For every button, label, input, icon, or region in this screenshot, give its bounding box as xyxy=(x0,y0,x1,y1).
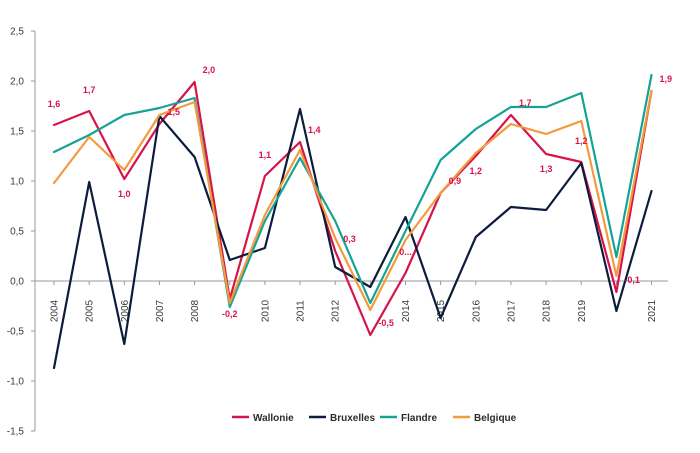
legend-label: Wallonie xyxy=(253,413,294,424)
x-tick-label: 2006 xyxy=(120,299,131,322)
data-label: 0,9 xyxy=(449,176,462,186)
data-label: -0,5 xyxy=(378,318,394,328)
data-label: 1,9 xyxy=(660,74,673,84)
data-label: 1,3 xyxy=(540,164,553,174)
tick-labels: 2,5 2,0 1,5 1,0 0,5 0,0 -0,5 -1,0 -1,5 2004 2005 20… xyxy=(7,27,658,438)
series-line-belgique xyxy=(52,89,653,312)
chart-axes xyxy=(31,30,668,432)
legend-label: Bruxelles xyxy=(330,413,375,424)
x-tick-label: 2007 xyxy=(155,299,166,322)
x-tick-label: 2019 xyxy=(577,299,588,322)
legend-item-bruxelles: Bruxelles xyxy=(309,413,375,424)
y-tick-label: 1,0 xyxy=(10,177,24,188)
y-tick-label: 0,5 xyxy=(10,227,24,238)
data-label: 1,2 xyxy=(575,136,588,146)
data-label: 1,7 xyxy=(519,98,532,108)
legend-label: Belgique xyxy=(474,413,517,424)
x-tick-label: 2010 xyxy=(260,299,271,322)
legend-item-wallonie: Wallonie xyxy=(232,413,294,424)
legend: Wallonie Bruxelles Flandre Belgique xyxy=(232,413,517,424)
data-label: 1,7 xyxy=(83,85,96,95)
legend-item-belgique: Belgique xyxy=(453,413,517,424)
y-tick-label: -1,0 xyxy=(7,377,25,388)
y-tick-label: -0,5 xyxy=(7,327,25,338)
data-label: 1,2 xyxy=(470,166,483,176)
x-tick-label: 2008 xyxy=(190,299,201,322)
series-lines xyxy=(52,73,653,370)
data-label: 0... xyxy=(399,247,412,257)
data-label: -0,2 xyxy=(222,309,238,319)
data-label: 1,4 xyxy=(308,125,321,135)
data-labels: 1,6 1,7 1,0 1,5 2,0 -0,2 1,1 1,4 0,3 -0,5 0... 0,9 1… xyxy=(48,65,672,328)
y-tick-label: 2,5 xyxy=(10,27,24,38)
data-label: -0,1 xyxy=(624,275,640,285)
x-tick-label: 2011 xyxy=(296,300,307,322)
x-tick-label: 2015 xyxy=(436,299,447,322)
x-tick-label: 2018 xyxy=(542,299,553,322)
data-label: 1,0 xyxy=(118,189,131,199)
series-line-flandre xyxy=(52,73,653,309)
x-tick-label: 2017 xyxy=(506,299,517,322)
legend-label: Flandre xyxy=(401,413,438,424)
y-tick-label: -1,5 xyxy=(7,427,25,438)
data-label: 1,6 xyxy=(48,99,61,109)
x-tick-label: 2021 xyxy=(647,299,658,322)
y-tick-label: 2,0 xyxy=(10,77,24,88)
x-tick-label: 2016 xyxy=(471,299,482,322)
data-label: 1,5 xyxy=(167,107,180,117)
legend-item-flandre: Flandre xyxy=(380,413,438,424)
y-tick-label: 0,0 xyxy=(10,277,24,288)
data-label: 0,3 xyxy=(343,234,356,244)
x-tick-label: 2005 xyxy=(85,299,96,322)
x-tick-label: 2004 xyxy=(50,299,61,322)
x-tick-label: 2012 xyxy=(331,299,342,322)
series-line-bruxelles xyxy=(52,107,653,370)
data-label: 2,0 xyxy=(203,65,216,75)
series-line-wallonie xyxy=(52,80,653,337)
y-tick-label: 1,5 xyxy=(10,127,24,138)
data-label: 1,1 xyxy=(259,150,272,160)
x-tick-label: 2014 xyxy=(401,299,412,322)
